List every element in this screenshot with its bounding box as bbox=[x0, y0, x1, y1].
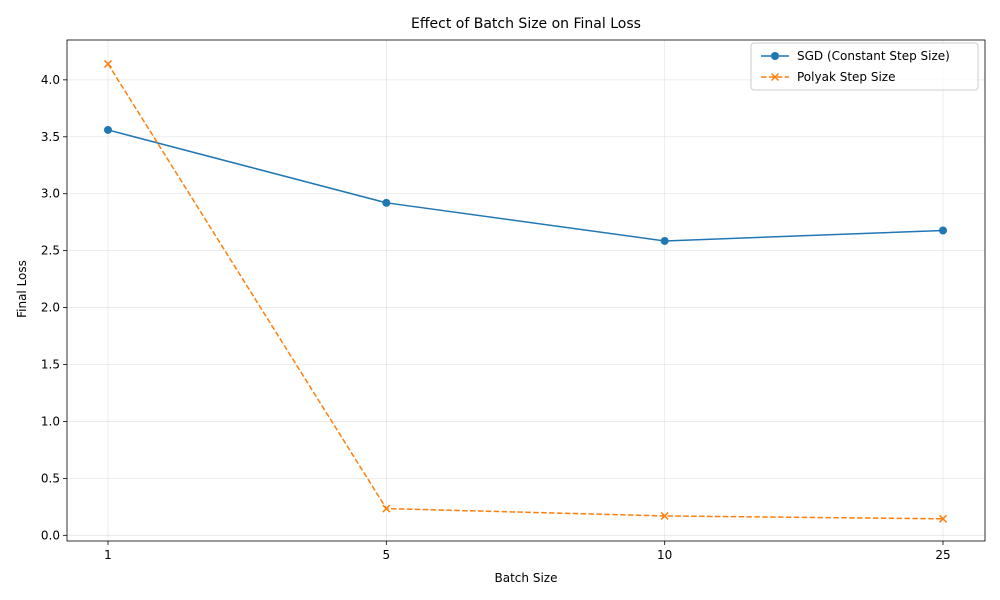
legend-item-sgd: SGD (Constant Step Size) bbox=[761, 49, 950, 63]
marker-stroke bbox=[938, 514, 948, 523]
x-tick-label: 1 bbox=[104, 548, 112, 562]
data-point-marker bbox=[104, 125, 112, 134]
y-tick-label: 3.5 bbox=[41, 130, 60, 144]
data-point-marker bbox=[103, 59, 113, 68]
data-point-marker bbox=[938, 514, 948, 523]
series-sgd bbox=[104, 125, 947, 245]
series-line bbox=[107, 63, 944, 520]
data-point-marker bbox=[660, 236, 669, 245]
y-tick-label: 3.0 bbox=[41, 187, 60, 201]
chart-title: Effect of Batch Size on Final Loss bbox=[411, 16, 641, 32]
y-tick-label: 4.0 bbox=[41, 73, 60, 87]
marker-stroke bbox=[660, 511, 669, 520]
x-tick-label: 10 bbox=[657, 548, 672, 562]
y-tick-label: 1.0 bbox=[41, 414, 60, 428]
x-axis-title: Batch Size bbox=[495, 571, 558, 585]
y-tick-label: 2.0 bbox=[41, 301, 60, 315]
legend-item-polyak: Polyak Step Size bbox=[761, 70, 895, 84]
grid bbox=[67, 40, 985, 541]
series-layer bbox=[103, 59, 948, 523]
x-tick-label: 5 bbox=[383, 548, 391, 562]
y-axis: 0.0 0.5 1.0 1.5 2.0 2.5 3.0 3.5 4.0 bbox=[41, 73, 67, 542]
marker-stroke bbox=[382, 504, 391, 513]
legend-marker bbox=[771, 52, 779, 60]
legend-label: SGD (Constant Step Size) bbox=[797, 49, 950, 63]
legend-label: Polyak Step Size bbox=[797, 70, 895, 84]
y-tick-label: 1.5 bbox=[41, 358, 60, 372]
series-polyak bbox=[103, 59, 948, 523]
marker-stroke bbox=[103, 59, 113, 68]
marker-stroke bbox=[770, 72, 780, 82]
legend-frame bbox=[750, 42, 979, 91]
legend-marker bbox=[770, 72, 780, 82]
y-tick-label: 2.5 bbox=[41, 244, 60, 258]
y-tick-label: 0.0 bbox=[41, 528, 60, 542]
x-tick-label: 25 bbox=[935, 548, 950, 562]
x-axis: 1 5 10 25 bbox=[104, 541, 951, 562]
y-axis-title: Final Loss bbox=[15, 260, 29, 318]
data-point-marker bbox=[939, 226, 947, 235]
y-tick-label: 0.5 bbox=[41, 471, 60, 485]
series-line bbox=[107, 129, 944, 242]
data-point-marker bbox=[382, 198, 391, 207]
data-point-marker bbox=[382, 504, 391, 513]
plot-area-frame bbox=[66, 39, 986, 542]
data-point-marker bbox=[660, 511, 669, 520]
legend: SGD (Constant Step Size) Polyak Step Size bbox=[750, 42, 979, 91]
